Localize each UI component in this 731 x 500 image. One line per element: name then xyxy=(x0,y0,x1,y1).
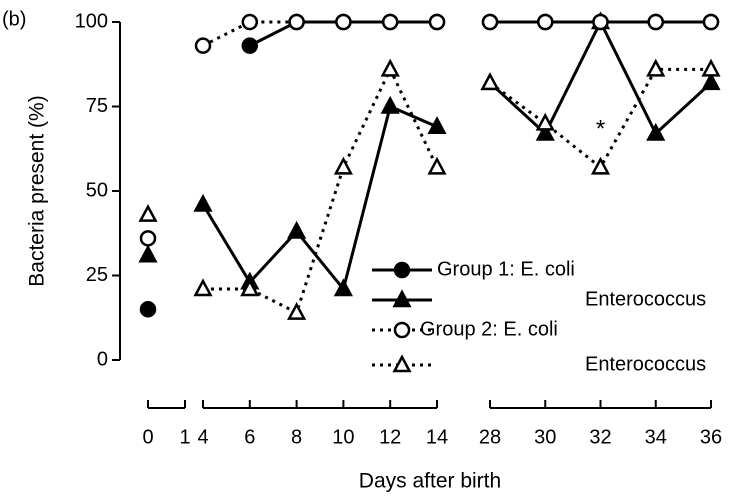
data-point xyxy=(138,244,158,263)
y-tick-label: 50 xyxy=(86,179,108,201)
data-point xyxy=(380,95,400,114)
data-point xyxy=(194,37,212,54)
x-tick-label: 34 xyxy=(645,426,667,448)
data-point xyxy=(287,220,307,239)
data-point xyxy=(701,72,721,91)
data-point xyxy=(241,37,259,54)
legend-marker xyxy=(393,261,411,279)
data-point xyxy=(333,156,353,175)
y-tick-label: 0 xyxy=(97,348,108,370)
legend-label: Enterococcus xyxy=(585,288,706,310)
x-tick-label: 12 xyxy=(379,426,401,448)
series-line xyxy=(203,65,439,315)
data-point xyxy=(139,230,157,247)
y-tick-label: 75 xyxy=(86,95,108,117)
data-point xyxy=(287,302,307,320)
series-line xyxy=(202,20,437,47)
data-point xyxy=(701,58,721,77)
data-point xyxy=(590,156,611,175)
legend-marker xyxy=(392,354,412,373)
data-point xyxy=(139,301,157,318)
data-point xyxy=(193,278,213,297)
series-line xyxy=(201,104,438,293)
data-point xyxy=(702,13,720,31)
y-tick-label: 100 xyxy=(75,10,108,32)
x-tick-label: 6 xyxy=(244,426,255,448)
data-point xyxy=(481,13,499,31)
legend-label: Group 2: E. coli xyxy=(420,318,558,340)
data-point xyxy=(138,204,158,222)
x-tick-label: 28 xyxy=(479,426,501,448)
data-point xyxy=(646,122,666,141)
data-point xyxy=(288,13,305,31)
data-point xyxy=(535,122,555,141)
legend-label: Enterococcus xyxy=(585,353,706,375)
data-point xyxy=(537,13,554,31)
data-point xyxy=(646,58,666,77)
data-point xyxy=(592,13,609,31)
y-tick-label: 25 xyxy=(86,264,108,286)
data-point xyxy=(380,58,400,77)
data-point xyxy=(193,193,213,212)
data-point xyxy=(535,112,555,131)
annotation: * xyxy=(596,116,605,143)
x-tick-label: 4 xyxy=(197,426,208,448)
x-tick-label: 1 xyxy=(179,426,190,448)
data-point xyxy=(428,13,446,31)
data-point xyxy=(240,278,260,297)
legend-label: Group 1: E. coli xyxy=(437,258,575,280)
data-point xyxy=(647,13,664,31)
data-point xyxy=(480,72,500,91)
x-tick-label: 32 xyxy=(589,426,611,448)
data-point xyxy=(427,116,447,135)
x-tick-label: 10 xyxy=(332,426,354,448)
data-point xyxy=(427,156,447,175)
panel-label: (b) xyxy=(2,8,26,30)
x-tick-label: 0 xyxy=(142,426,153,448)
data-point xyxy=(241,13,259,31)
data-point xyxy=(381,13,399,31)
x-axis-label: Days after birth xyxy=(359,470,501,493)
data-point xyxy=(335,13,352,31)
legend-marker xyxy=(393,321,411,339)
legend-marker xyxy=(392,289,412,308)
x-tick-label: 30 xyxy=(534,426,556,448)
x-tick-label: 36 xyxy=(700,426,722,448)
y-axis-label: Bacteria present (%) xyxy=(26,95,49,286)
x-tick-label: 14 xyxy=(426,426,448,448)
data-point xyxy=(333,278,353,297)
x-tick-label: 8 xyxy=(291,426,302,448)
